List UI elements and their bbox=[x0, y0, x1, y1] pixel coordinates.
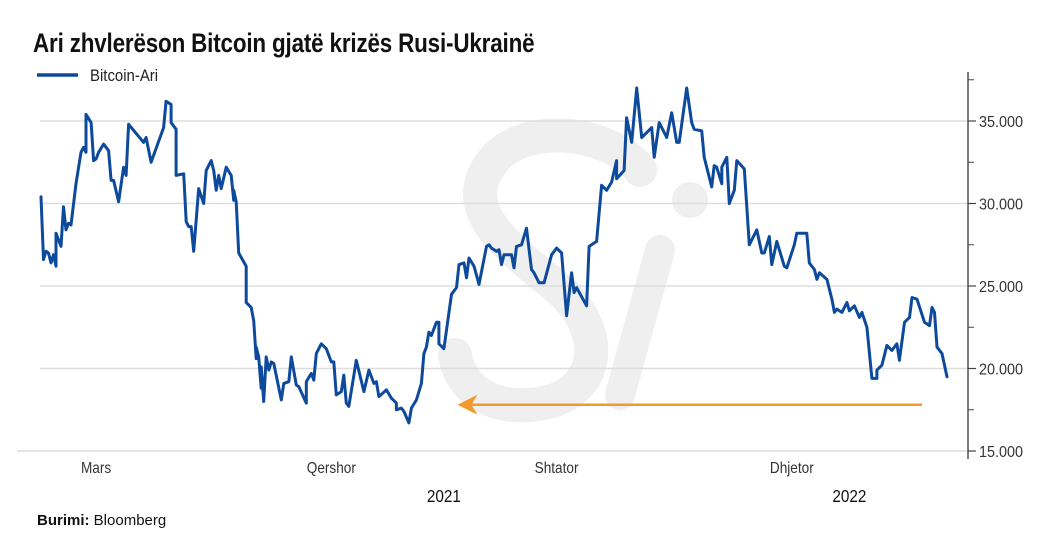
source-value: Bloomberg bbox=[93, 512, 167, 529]
y-tick-label: 15.000 bbox=[979, 443, 1023, 461]
chart-title: Ari zhvlerëson Bitcoin gjatë krizës Rusi… bbox=[33, 28, 535, 58]
watermark-i-stem bbox=[605, 235, 675, 410]
series bbox=[39, 86, 949, 425]
arrow-annotation bbox=[457, 394, 922, 415]
series-line-bitcoin-ari bbox=[39, 86, 949, 425]
legend: Bitcoin-Ari bbox=[37, 67, 158, 85]
x-tick-label: Mars bbox=[81, 460, 111, 477]
y-tick-label: 20.000 bbox=[979, 361, 1023, 379]
source-label: Burimi: bbox=[37, 512, 90, 529]
x-axis: Mars Qershor Shtator Dhjetor 2021 2022 bbox=[81, 460, 866, 506]
y-axis: 15.000 20.000 25.000 30.000 35.000 bbox=[967, 72, 1023, 461]
y-tick-label: 35.000 bbox=[979, 113, 1023, 131]
x-year-label: 2021 bbox=[427, 486, 461, 506]
watermark-logo bbox=[438, 118, 708, 423]
x-tick-label: Qershor bbox=[307, 460, 356, 477]
y-tick-label: 25.000 bbox=[979, 278, 1023, 296]
y-tick-label: 30.000 bbox=[979, 196, 1023, 214]
legend-label-bitcoin-ari: Bitcoin-Ari bbox=[90, 67, 158, 85]
arrow-head-icon bbox=[457, 394, 478, 415]
watermark-i-dot bbox=[672, 182, 708, 218]
x-tick-label: Shtator bbox=[535, 460, 579, 477]
source-note: Burimi: Bloomberg bbox=[37, 512, 166, 529]
x-tick-label: Dhjetor bbox=[770, 460, 814, 477]
x-year-label: 2022 bbox=[832, 486, 866, 506]
gridlines bbox=[17, 120, 968, 452]
